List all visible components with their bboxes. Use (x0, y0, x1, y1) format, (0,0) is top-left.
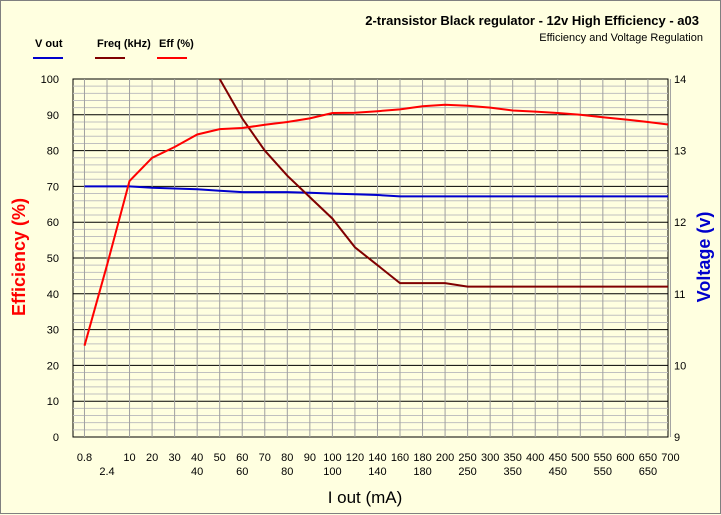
y-right-tick-label: 14 (674, 74, 686, 86)
y-axis-left-title: Efficiency (%) (9, 198, 29, 316)
x-tick-label: 80 (281, 452, 293, 464)
x-tick-label: 40 (191, 466, 203, 478)
x-tick-label: 200 (436, 452, 454, 464)
y-left-tick-label: 10 (47, 396, 59, 408)
y-left-tick-label: 20 (47, 360, 59, 372)
y-left-tick-label: 100 (41, 74, 59, 86)
y-axis-left-ticks: 0 10 20 30 40 50 60 70 80 90 100 (41, 74, 59, 444)
x-tick-label: 140 (368, 466, 386, 478)
x-tick-label: 0.8 (77, 452, 92, 464)
x-tick-label: 30 (168, 452, 180, 464)
x-tick-label: 450 (549, 452, 567, 464)
x-tick-label: 600 (616, 452, 634, 464)
y-left-tick-label: 80 (47, 146, 59, 158)
x-tick-label: 400 (526, 452, 544, 464)
x-tick-label: 60 (236, 452, 248, 464)
chart-subtitle: Efficiency and Voltage Regulation (539, 32, 703, 44)
y-left-tick-label: 40 (47, 289, 59, 301)
x-axis-title: I out (mA) (328, 488, 403, 507)
x-tick-label: 180 (413, 466, 431, 478)
x-tick-label: 10 (123, 452, 135, 464)
x-tick-label: 550 (594, 452, 612, 464)
series-line-0 (84, 185, 668, 198)
x-tick-label: 350 (504, 452, 522, 464)
x-tick-label: 70 (259, 452, 271, 464)
chart-title: 2-transistor Black regulator - 12v High … (365, 13, 699, 28)
x-tick-label: 650 (639, 466, 657, 478)
x-tick-label: 450 (549, 466, 567, 478)
legend-label: V out (35, 38, 63, 50)
x-tick-label: 160 (391, 452, 409, 464)
grid (72, 78, 671, 438)
series-lines (83, 79, 668, 346)
y-right-tick-label: 12 (674, 217, 686, 229)
x-tick-label: 550 (594, 466, 612, 478)
y-left-tick-label: 50 (47, 253, 59, 265)
x-tick-label: 120 (346, 452, 364, 464)
y-axis-right-title: Voltage (v) (694, 212, 714, 303)
legend-label: Freq (kHz) (97, 38, 151, 50)
x-tick-label: 40 (191, 452, 203, 464)
x-tick-label: 650 (639, 452, 657, 464)
y-left-tick-label: 30 (47, 325, 59, 337)
x-tick-label: 180 (413, 452, 431, 464)
y-right-tick-label: 11 (674, 289, 685, 301)
x-axis-ticks: 0.8 10 20 30 40 50 60 70 80 90 100 120 140 160 180 200 2… (77, 452, 680, 478)
series-line-2 (83, 103, 668, 346)
x-tick-label: 250 (458, 452, 476, 464)
legend-label: Eff (%) (159, 38, 194, 50)
y-left-tick-label: 60 (47, 217, 59, 229)
x-tick-label: 100 (323, 466, 341, 478)
x-tick-label: 700 (661, 452, 679, 464)
x-tick-label: 140 (368, 452, 386, 464)
y-left-tick-label: 0 (53, 432, 59, 444)
y-left-tick-label: 70 (47, 181, 59, 193)
x-tick-label: 50 (214, 452, 226, 464)
x-tick-label: 500 (571, 452, 589, 464)
x-tick-label: 300 (481, 452, 499, 464)
x-tick-label: 80 (281, 466, 293, 478)
legend: V out Freq (kHz) Eff (%) (33, 38, 194, 59)
x-tick-label: 350 (504, 466, 522, 478)
x-tick-label: 90 (304, 452, 316, 464)
y-right-tick-label: 10 (674, 360, 686, 372)
y-right-tick-label: 13 (674, 146, 686, 158)
y-right-tick-label: 9 (674, 432, 680, 444)
y-axis-right-ticks: 9 10 11 12 13 14 (674, 74, 686, 444)
x-tick-label: 250 (458, 466, 476, 478)
y-left-tick-label: 90 (47, 110, 59, 122)
series-line-1 (218, 79, 668, 288)
x-tick-label: 100 (323, 452, 341, 464)
x-tick-label: 2.4 (99, 466, 114, 478)
x-tick-label: 60 (236, 466, 248, 478)
x-tick-label: 20 (146, 452, 158, 464)
